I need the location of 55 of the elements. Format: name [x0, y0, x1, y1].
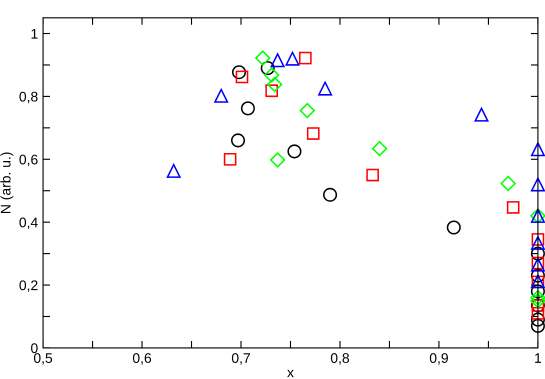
point [240, 101, 255, 116]
point [306, 127, 320, 140]
point [474, 108, 489, 122]
point [236, 70, 248, 84]
point [267, 76, 282, 92]
point [270, 152, 286, 168]
point [270, 53, 285, 68]
point [318, 82, 332, 96]
point [530, 246, 545, 261]
point [287, 144, 302, 158]
x-tick-label: 0,9 [430, 353, 448, 365]
point [530, 258, 545, 272]
y-tick-label: 0,8 [19, 92, 38, 104]
point [214, 88, 228, 103]
point [323, 188, 338, 202]
point [532, 233, 544, 246]
point [506, 201, 520, 214]
point [265, 84, 278, 98]
y-tick-label: 0,6 [19, 154, 38, 166]
point [530, 268, 545, 283]
point [500, 176, 516, 192]
y-axis-title: N (arb. u.) [0, 152, 14, 213]
point [285, 52, 300, 66]
point [530, 177, 545, 192]
point [224, 152, 236, 166]
point [264, 67, 280, 83]
point [299, 52, 312, 64]
x-tick-label: 0,5 [34, 353, 52, 365]
point [366, 168, 379, 182]
y-tick-label: 0,4 [19, 218, 38, 229]
point [530, 236, 545, 250]
point [532, 307, 544, 320]
point [232, 65, 246, 80]
point [530, 142, 545, 156]
point [166, 164, 181, 178]
point [260, 61, 275, 76]
point [530, 318, 545, 333]
x-tick-label: 1 [535, 353, 542, 363]
point [446, 220, 461, 235]
point [530, 312, 545, 327]
y-tick-label: 1 [32, 29, 38, 39]
y-tick-label: 0,2 [19, 280, 38, 292]
x-tick-label: 0,7 [232, 353, 250, 365]
point [530, 284, 545, 298]
point [530, 290, 545, 306]
point [532, 256, 544, 270]
point [231, 133, 246, 148]
x-tick-label: 0,8 [330, 353, 350, 365]
point [255, 50, 270, 66]
x-tick-label: 0,6 [132, 353, 152, 365]
point [372, 140, 388, 156]
x-axis-title: x [287, 370, 294, 378]
point [300, 102, 315, 118]
point [530, 293, 545, 308]
y-tick-label: 0 [31, 343, 38, 354]
